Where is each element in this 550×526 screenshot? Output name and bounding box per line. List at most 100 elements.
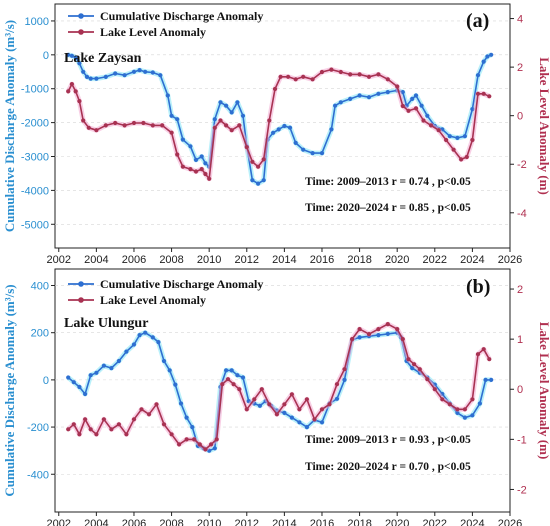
data-point [81,69,86,74]
data-point [487,357,492,362]
data-point [342,377,347,382]
data-point [395,84,400,89]
data-point [212,125,217,130]
data-point [259,387,264,392]
data-point [376,72,381,77]
data-point [188,144,193,149]
data-point [77,61,82,66]
data-point [169,130,174,135]
data-point [113,120,118,126]
legend-marker [78,281,84,287]
data-point [489,377,494,382]
data-point [357,327,362,332]
data-point [425,113,430,118]
data-point [178,401,184,406]
data-point [193,157,199,162]
data-point [257,403,262,408]
data-point [261,157,266,162]
data-point [278,74,283,79]
x-tick-label: 2014 [272,518,296,526]
data-point [319,151,325,156]
data-point [477,401,482,406]
data-point [338,100,343,105]
data-point [73,55,78,60]
data-point [88,373,93,378]
data-point [421,118,426,123]
data-point [66,89,71,94]
legend-entry: Lake Level Anomaly [100,25,206,39]
data-point [301,74,306,79]
data-point [376,333,381,338]
data-point [385,77,390,82]
data-point [71,380,76,385]
data-point [220,382,225,387]
legend-marker [78,297,84,303]
data-point [464,154,469,160]
data-point [177,442,182,447]
data-point [122,73,127,78]
x-tick-label: 2026 [498,254,522,266]
data-point [312,417,317,422]
data-point [376,327,381,332]
data-point [199,154,204,159]
data-point [116,422,121,427]
data-point [310,77,315,82]
data-point [229,368,234,373]
data-point [150,70,155,75]
x-tick-label: 2018 [347,518,371,526]
data-point [252,397,257,402]
correlation-annotation: Time: 2009–2013 r = 0.74 , p<0.05 [305,176,471,188]
data-point [141,120,146,126]
data-point [116,358,121,364]
data-point [357,72,362,77]
y-left-tick-label: -5000 [21,219,49,231]
data-point [94,432,99,437]
data-point [462,407,467,412]
x-tick-label: 2014 [272,254,296,266]
x-tick-label: 2002 [47,518,71,526]
x-tick-label: 2006 [122,254,146,266]
data-point [124,349,129,354]
data-point [357,93,362,98]
lake-name: Lake Ulungur [64,316,148,331]
data-point [88,427,93,432]
data-point [327,402,332,407]
data-point [224,368,229,373]
data-point [293,140,298,145]
x-tick-label: 2018 [347,254,371,266]
y-right-tick-label: -2 [517,159,527,171]
data-point [485,54,490,59]
data-point [150,335,155,340]
data-point [400,90,405,95]
data-point [459,157,464,162]
data-point [329,127,334,132]
legend-marker [78,29,84,35]
data-point [475,73,481,78]
data-point [161,422,167,427]
data-point [94,370,99,375]
data-point [334,382,340,387]
x-tick-label: 2010 [197,518,221,526]
data-point [470,397,475,402]
data-point [297,420,302,425]
x-tick-label: 2026 [498,518,522,526]
data-point [218,118,223,123]
data-point [131,417,137,422]
data-point [66,427,71,432]
data-point [77,384,82,390]
y-left-tick-label: 0 [43,375,49,387]
data-point [137,333,142,338]
data-point [406,357,411,362]
data-point [297,407,302,412]
data-point [146,412,152,417]
data-point [304,425,309,430]
data-point [66,375,71,380]
data-point [88,76,93,81]
data-point [329,67,334,72]
data-point [218,100,223,105]
data-point [350,337,355,342]
data-point [131,120,137,126]
data-point [447,134,452,139]
y-right-axis-label: Lake Level Anomaly (m) [537,57,550,195]
y-left-tick-label: -1000 [21,84,49,96]
